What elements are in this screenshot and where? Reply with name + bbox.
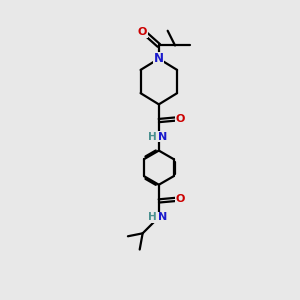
Text: N: N [158,132,167,142]
Text: N: N [154,52,164,65]
Text: H: H [148,132,157,142]
Text: H: H [148,212,157,222]
Text: O: O [176,194,185,205]
Text: O: O [176,114,185,124]
Text: O: O [138,27,147,37]
Text: N: N [158,212,167,222]
